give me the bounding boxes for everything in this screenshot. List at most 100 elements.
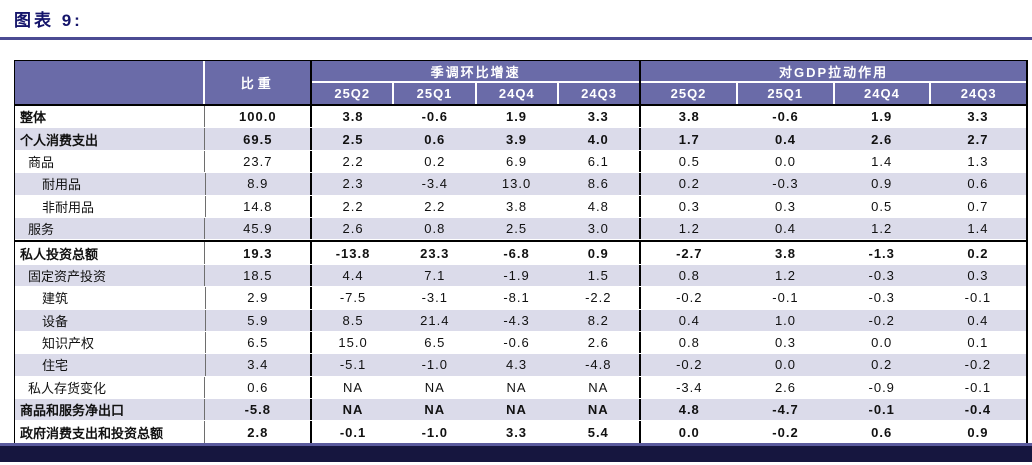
gdp-pull-value: 0.7 [967, 198, 989, 214]
qoq-value: 3.3 [587, 109, 609, 125]
table-row: 非耐用品 14.8 2.2 2.2 3.8 4.8 0.3 0.3 0.5 0.7 [15, 195, 1026, 218]
weight-value: 14.8 [243, 198, 273, 214]
qoq-values: 2.5 0.6 3.9 4.0 [310, 128, 639, 150]
qoq-value: -0.6 [421, 109, 448, 125]
qoq-values: -13.8 23.3 -6.8 0.9 [310, 242, 639, 264]
gdp-pull-value: 0.0 [774, 153, 797, 169]
title-divider [0, 37, 1032, 40]
qoq-value: 6.9 [505, 153, 528, 169]
qoq-values: NA NA NA NA [310, 376, 639, 399]
header-section-gdp-pull: 对GDP拉动作用 25Q2 25Q1 24Q4 24Q3 [639, 61, 1026, 104]
qoq-value: -6.8 [503, 245, 530, 261]
qoq-value: -13.8 [335, 245, 371, 261]
qoq-value: 2.5 [505, 221, 528, 237]
weight-value: 6.5 [247, 335, 269, 351]
header-quarter: 24Q4 [835, 83, 932, 104]
qoq-values: 3.8 -0.6 1.9 3.3 [310, 106, 639, 128]
gdp-pull-values: 1.7 0.4 2.6 2.7 [639, 128, 1026, 150]
weight-value: 0.6 [247, 379, 269, 395]
qoq-value: 4.0 [587, 131, 609, 147]
qoq-values: -7.5 -3.1 -8.1 -2.2 [310, 287, 639, 309]
header-quarter: 24Q4 [477, 83, 559, 104]
gdp-pull-values: 0.8 1.2 -0.3 0.3 [639, 264, 1026, 287]
qoq-value: 8.5 [342, 312, 364, 328]
weight-value: 69.5 [243, 131, 273, 147]
qoq-value: 2.5 [342, 131, 364, 147]
gdp-pull-value: -0.2 [868, 312, 895, 328]
table-row: 住宅 3.4 -5.1 -1.0 4.3 -4.8 -0.2 0.0 0.2 -0.2 [15, 354, 1026, 377]
row-label: 个人消费支出 [15, 128, 206, 150]
qoq-value: 3.3 [505, 424, 528, 440]
row-label: 私人存货变化 [15, 376, 206, 399]
gdp-pull-value: 0.1 [967, 335, 989, 351]
qoq-value: NA [343, 379, 364, 395]
row-label: 耐用品 [15, 173, 206, 195]
gdp-pull-value: -0.3 [868, 267, 895, 283]
gdp-pull-value: 0.5 [678, 153, 700, 169]
qoq-value: -2.2 [585, 290, 612, 306]
row-label: 知识产权 [15, 331, 206, 354]
qoq-value: 8.2 [587, 312, 609, 328]
gdp-pull-values: 0.4 1.0 -0.2 0.4 [639, 309, 1026, 331]
gdp-pull-value: -0.9 [868, 379, 895, 395]
table-row: 固定资产投资 18.5 4.4 7.1 -1.9 1.5 0.8 1.2 -0.3 0.3 [15, 264, 1026, 288]
qoq-value: -4.8 [585, 357, 612, 373]
qoq-value: 0.6 [424, 131, 446, 147]
gdp-pull-value: 0.5 [871, 198, 893, 214]
qoq-values: 4.4 7.1 -1.9 1.5 [310, 264, 639, 287]
qoq-value: 6.5 [424, 335, 446, 351]
header-group-qoq-label: 季调环比增速 [312, 61, 640, 83]
row-label: 商品和服务净出口 [15, 399, 206, 421]
table-row: 整体 100.0 3.8 -0.6 1.9 3.3 3.8 -0.6 1.9 3.3 [15, 106, 1026, 129]
table-row: 服务 45.9 2.6 0.8 2.5 3.0 1.2 0.4 1.2 1.4 [15, 217, 1026, 241]
table-row: 设备 5.9 8.5 21.4 -4.3 8.2 0.4 1.0 -0.2 0.4 [15, 309, 1026, 332]
weight-value: 45.9 [243, 221, 273, 237]
table-header: 比重 季调环比增速 25Q2 25Q1 24Q4 24Q3 对GDP拉动作用 2… [15, 61, 1026, 106]
qoq-value: 3.8 [506, 198, 528, 214]
qoq-value: 3.9 [505, 131, 528, 147]
qoq-value: NA [424, 402, 446, 418]
qoq-value: 8.6 [587, 176, 609, 192]
gdp-pull-value: 0.0 [871, 335, 893, 351]
qoq-value: 2.2 [342, 198, 364, 214]
qoq-value: 5.4 [587, 424, 609, 440]
qoq-values: NA NA NA NA [310, 399, 639, 421]
qoq-value: 21.4 [420, 312, 450, 328]
qoq-value: 23.3 [420, 245, 450, 261]
gdp-pull-value: -0.3 [772, 176, 799, 192]
qoq-value: 0.2 [424, 153, 446, 169]
weight-value: 100.0 [239, 109, 277, 125]
weight-value: 8.9 [247, 176, 269, 192]
gdp-pull-values: 0.3 0.3 0.5 0.7 [639, 195, 1026, 217]
table-row: 商品 23.7 2.2 0.2 6.9 6.1 0.5 0.0 1.4 1.3 [15, 150, 1026, 174]
gdp-pull-value: 0.4 [774, 221, 797, 237]
gdp-pull-values: 0.2 -0.3 0.9 0.6 [639, 173, 1026, 195]
qoq-value: 2.6 [587, 335, 609, 351]
gdp-pull-value: 0.9 [967, 424, 989, 440]
qoq-values: 8.5 21.4 -4.3 8.2 [310, 309, 639, 331]
qoq-value: NA [424, 379, 445, 395]
gdp-pull-value: -0.2 [676, 357, 703, 373]
weight-value: -5.8 [244, 402, 271, 418]
header-quarter: 24Q3 [960, 86, 997, 101]
header-quarter: 25Q2 [641, 83, 738, 104]
qoq-value: 2.3 [342, 176, 364, 192]
qoq-value: 2.6 [342, 221, 364, 237]
gdp-pull-value: 0.3 [774, 335, 797, 351]
gdp-pull-value: 1.0 [774, 312, 797, 328]
table-row: 知识产权 6.5 15.0 6.5 -0.6 2.6 0.8 0.3 0.0 0.1 [15, 331, 1026, 355]
weight-value: 2.9 [247, 290, 269, 306]
weight-value: 2.8 [247, 424, 269, 440]
table-row: 政府消费支出和投资总额 2.8 -0.1 -1.0 3.3 5.4 0.0 -0.2 0.6 0.… [15, 421, 1026, 444]
row-label: 商品 [15, 150, 206, 173]
table-row: 私人投资总额 19.3 -13.8 23.3 -6.8 0.9 -2.7 3.8 -1.3 0.2 [15, 240, 1026, 265]
gdp-pull-value: -0.2 [964, 357, 992, 373]
page-title: 图表 9: [14, 11, 83, 30]
gdp-pull-values: 0.8 0.3 0.0 0.1 [639, 331, 1026, 354]
qoq-value: NA [506, 379, 527, 395]
header-row-label-spacer [15, 61, 206, 104]
gdp-pull-values: 0.5 0.0 1.4 1.3 [639, 150, 1026, 173]
gdp-pull-value: 1.3 [967, 153, 989, 169]
gdp-pull-values: -3.4 2.6 -0.9 -0.1 [639, 376, 1026, 399]
gdp-pull-value: 2.6 [871, 131, 893, 147]
